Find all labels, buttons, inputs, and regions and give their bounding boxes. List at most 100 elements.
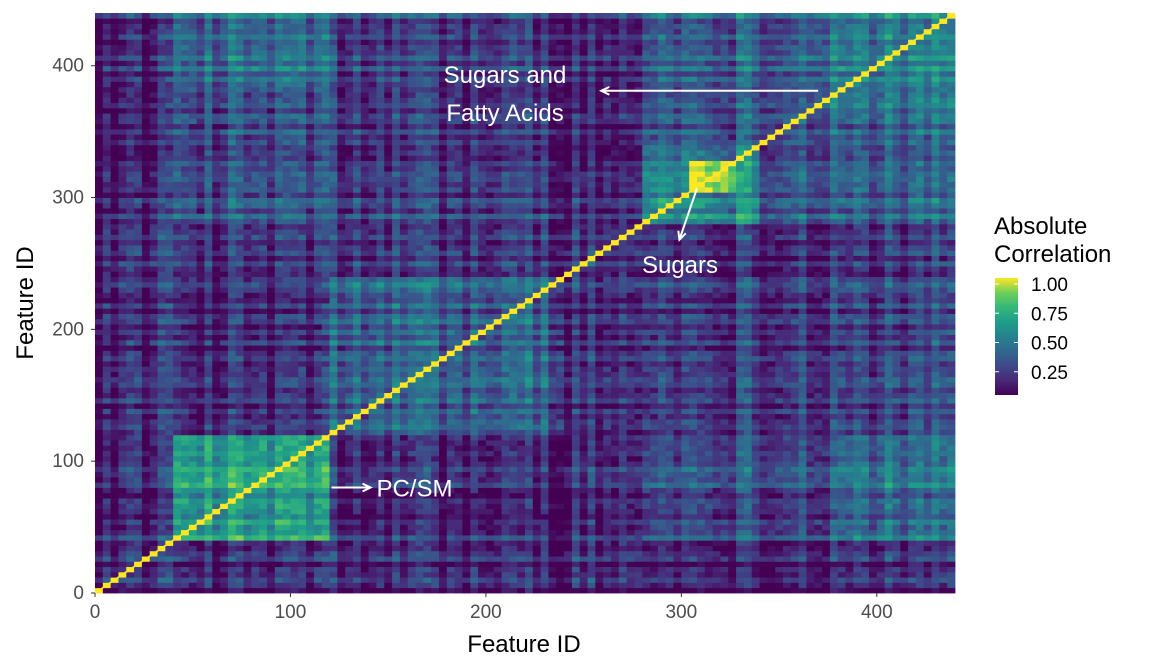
heatmap-cell [423,508,432,515]
heatmap-cell [345,34,354,40]
heatmap-cell [337,413,346,420]
heatmap-cell [267,397,276,404]
heatmap-cell [157,392,166,399]
heatmap-cell [267,55,276,61]
heatmap-cell [220,424,229,430]
heatmap-cell [110,129,119,135]
heatmap-cell [243,392,252,399]
heatmap-cell [134,160,143,167]
heatmap-cell [251,113,260,119]
heatmap-cell [173,266,182,272]
heatmap-cell [353,376,362,383]
heatmap-cell [282,366,291,372]
heatmap-cell [196,455,205,462]
heatmap-cell [439,208,448,214]
heatmap-cell [126,582,135,589]
heatmap-cell [157,55,166,61]
heatmap-cell [353,582,362,589]
heatmap-cell [415,577,424,583]
heatmap-cell [274,234,284,241]
heatmap-cell [306,181,315,188]
heatmap-cell [360,245,370,251]
heatmap-cell [290,408,299,415]
heatmap-cell [149,60,158,67]
heatmap-cell [134,461,143,467]
heatmap-cell [439,197,448,204]
heatmap-cell [102,134,112,140]
heatmap-cell [243,255,252,262]
heatmap-cell [399,250,409,256]
heatmap-cell [298,524,307,531]
heatmap-cell [110,587,119,594]
heatmap-cell [313,144,323,151]
heatmap-cell [212,524,221,531]
heatmap-cell [181,376,190,383]
heatmap-cell [337,123,346,130]
heatmap-cell [188,440,198,446]
heatmap-cell [392,97,401,104]
heatmap-cell [415,524,424,531]
heatmap-cell [439,524,448,531]
heatmap-cell [102,524,112,531]
heatmap-cell [141,466,151,473]
heatmap-cell [181,324,190,330]
heatmap-cell [204,202,213,209]
heatmap-cell [235,165,244,172]
heatmap-cell [345,376,354,383]
heatmap-cell [274,513,284,520]
heatmap-cell [274,461,284,467]
heatmap-cell [110,276,119,283]
heatmap-cell [298,445,307,452]
heatmap-cell [329,408,338,415]
heatmap-cell [259,355,268,362]
heatmap-cell [196,561,205,568]
heatmap-cell [188,329,198,336]
heatmap-cell [290,397,299,404]
heatmap-cell [360,266,370,272]
heatmap-cell [188,334,198,341]
heatmap-cell [399,313,409,320]
heatmap-cell [220,18,229,24]
heatmap-cell [274,18,284,24]
heatmap-cell [212,181,221,188]
heatmap-cell [306,540,315,546]
heatmap-cell [267,86,276,93]
heatmap-cell [290,582,299,589]
heatmap-cell [267,408,276,415]
heatmap-cell [212,382,221,388]
heatmap-cell [227,524,237,531]
heatmap-cell [95,202,104,209]
heatmap-cell [126,556,135,562]
heatmap-cell [415,60,424,67]
heatmap-cell [423,498,432,504]
heatmap-cell [259,419,268,425]
heatmap-cell [399,303,409,309]
heatmap-cell [165,113,174,119]
heatmap-cell [165,371,174,378]
heatmap-cell [360,223,370,230]
heatmap-cell [392,455,401,462]
heatmap-cell [298,260,307,267]
heatmap-cell [298,535,307,541]
heatmap-cell [259,513,268,520]
heatmap-cell [188,392,198,399]
heatmap-cell [345,28,354,35]
heatmap-cell [360,281,370,288]
heatmap-cell [267,403,276,409]
heatmap-cell [329,150,338,156]
heatmap-cell [267,303,276,309]
heatmap-cell [313,160,323,167]
heatmap-cell [220,350,229,357]
heatmap-cell [399,123,409,130]
heatmap-cell [235,545,244,552]
heatmap-cell [165,229,174,235]
heatmap-cell [95,192,104,198]
heatmap-cell [337,419,346,425]
heatmap-cell [267,324,276,330]
heatmap-cell [157,487,166,494]
heatmap-cell [141,49,151,56]
heatmap-cell [259,155,268,162]
heatmap-cell [353,487,362,494]
heatmap-cell [431,139,440,146]
heatmap-cell [95,107,104,114]
